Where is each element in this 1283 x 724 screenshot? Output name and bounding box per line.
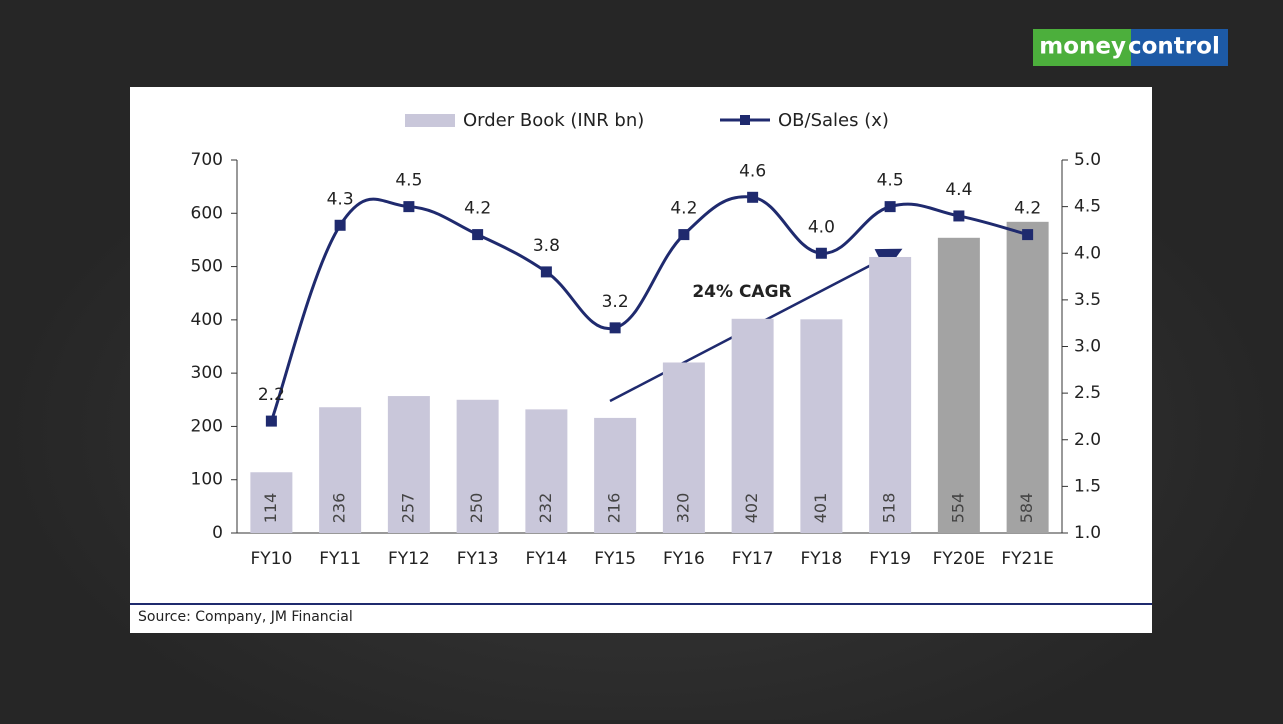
x-tick-label: FY20E xyxy=(933,549,986,569)
y-tick-label: 300 xyxy=(191,363,223,383)
bar-value-label: 402 xyxy=(742,493,761,524)
bar-value-label: 257 xyxy=(398,493,417,524)
logo-left-bg xyxy=(1033,29,1131,66)
bar xyxy=(731,318,774,533)
line-value-label: 4.4 xyxy=(945,180,972,200)
bar-value-label: 518 xyxy=(880,493,899,524)
bar xyxy=(525,409,568,533)
bar xyxy=(319,407,362,533)
line-marker xyxy=(334,219,346,231)
bar xyxy=(594,417,637,533)
bar xyxy=(250,472,293,533)
y-tick-label: 400 xyxy=(191,310,223,330)
line-value-label: 3.8 xyxy=(533,236,560,256)
line-value-label: 4.2 xyxy=(1014,199,1041,219)
y2-tick-label: 4.5 xyxy=(1074,197,1101,217)
x-tick-label: FY13 xyxy=(457,549,499,569)
bar xyxy=(456,399,499,533)
bar xyxy=(387,396,430,533)
line-marker xyxy=(403,201,415,213)
line-value-label: 4.2 xyxy=(464,199,491,219)
logo-left: money xyxy=(1039,34,1126,60)
y2-tick-label: 5.0 xyxy=(1074,150,1101,170)
line-value-label: 4.5 xyxy=(395,171,422,191)
bar-value-label: 232 xyxy=(536,493,555,524)
line-value-label: 3.2 xyxy=(602,292,629,312)
line-value-label: 4.5 xyxy=(877,171,904,191)
y-tick-label: 600 xyxy=(191,203,223,223)
x-tick-label: FY21E xyxy=(1001,549,1054,569)
line-value-label: 2.2 xyxy=(258,385,285,405)
legend-swatch xyxy=(740,115,750,125)
y2-tick-label: 2.5 xyxy=(1074,383,1101,403)
line-marker xyxy=(953,210,965,222)
line-value-label: 4.6 xyxy=(739,161,766,181)
y2-tick-label: 3.0 xyxy=(1074,337,1101,357)
bar-value-label: 114 xyxy=(261,493,280,524)
x-tick-label: FY19 xyxy=(869,549,911,569)
bar xyxy=(800,319,843,533)
y-tick-label: 200 xyxy=(191,416,223,436)
bar-value-label: 250 xyxy=(467,493,486,524)
x-tick-label: FY15 xyxy=(594,549,636,569)
line-marker xyxy=(265,415,277,427)
line-marker xyxy=(472,229,484,241)
line-value-label: 4.3 xyxy=(327,189,354,209)
logo-right: control xyxy=(1128,34,1220,60)
bar xyxy=(662,362,705,533)
bar-value-label: 320 xyxy=(673,493,692,524)
line-marker xyxy=(1022,229,1034,241)
y-tick-label: 500 xyxy=(191,257,223,277)
legend-label: Order Book (INR bn) xyxy=(463,110,644,131)
y2-tick-label: 2.0 xyxy=(1074,430,1101,450)
bar-value-label: 554 xyxy=(948,493,967,524)
legend-label: OB/Sales (x) xyxy=(778,110,889,131)
x-tick-label: FY17 xyxy=(732,549,774,569)
y2-tick-label: 4.0 xyxy=(1074,243,1101,263)
x-tick-label: FY18 xyxy=(800,549,842,569)
line-marker xyxy=(747,191,759,203)
bar-value-label: 216 xyxy=(605,493,624,524)
line-marker xyxy=(884,201,896,213)
x-tick-label: FY14 xyxy=(525,549,567,569)
y-tick-label: 100 xyxy=(191,470,223,490)
bar xyxy=(869,256,912,533)
line-value-label: 4.0 xyxy=(808,217,835,237)
bar-value-label: 236 xyxy=(330,493,349,524)
y2-tick-label: 3.5 xyxy=(1074,290,1101,310)
line-marker xyxy=(609,322,621,334)
logo-right-bg xyxy=(1131,29,1228,66)
source: Source: Company, JM Financial xyxy=(138,609,353,625)
bar xyxy=(1006,221,1049,533)
line-marker xyxy=(678,229,690,241)
line-marker xyxy=(815,247,827,259)
y-tick-label: 0 xyxy=(212,523,223,543)
bar-value-label: 401 xyxy=(811,493,830,524)
legend-swatch xyxy=(405,114,455,127)
x-tick-label: FY12 xyxy=(388,549,430,569)
bar xyxy=(937,237,980,533)
x-tick-label: FY11 xyxy=(319,549,361,569)
y-tick-label: 700 xyxy=(191,150,223,170)
x-tick-label: FY10 xyxy=(250,549,292,569)
bar-value-label: 584 xyxy=(1017,493,1036,524)
line-marker xyxy=(540,266,552,278)
x-tick-label: FY16 xyxy=(663,549,705,569)
line-value-label: 4.2 xyxy=(670,199,697,219)
y2-tick-label: 1.0 xyxy=(1074,523,1101,543)
annotation: 24% CAGR xyxy=(692,282,791,302)
y2-tick-label: 1.5 xyxy=(1074,476,1101,496)
chart-panel xyxy=(130,87,1152,633)
